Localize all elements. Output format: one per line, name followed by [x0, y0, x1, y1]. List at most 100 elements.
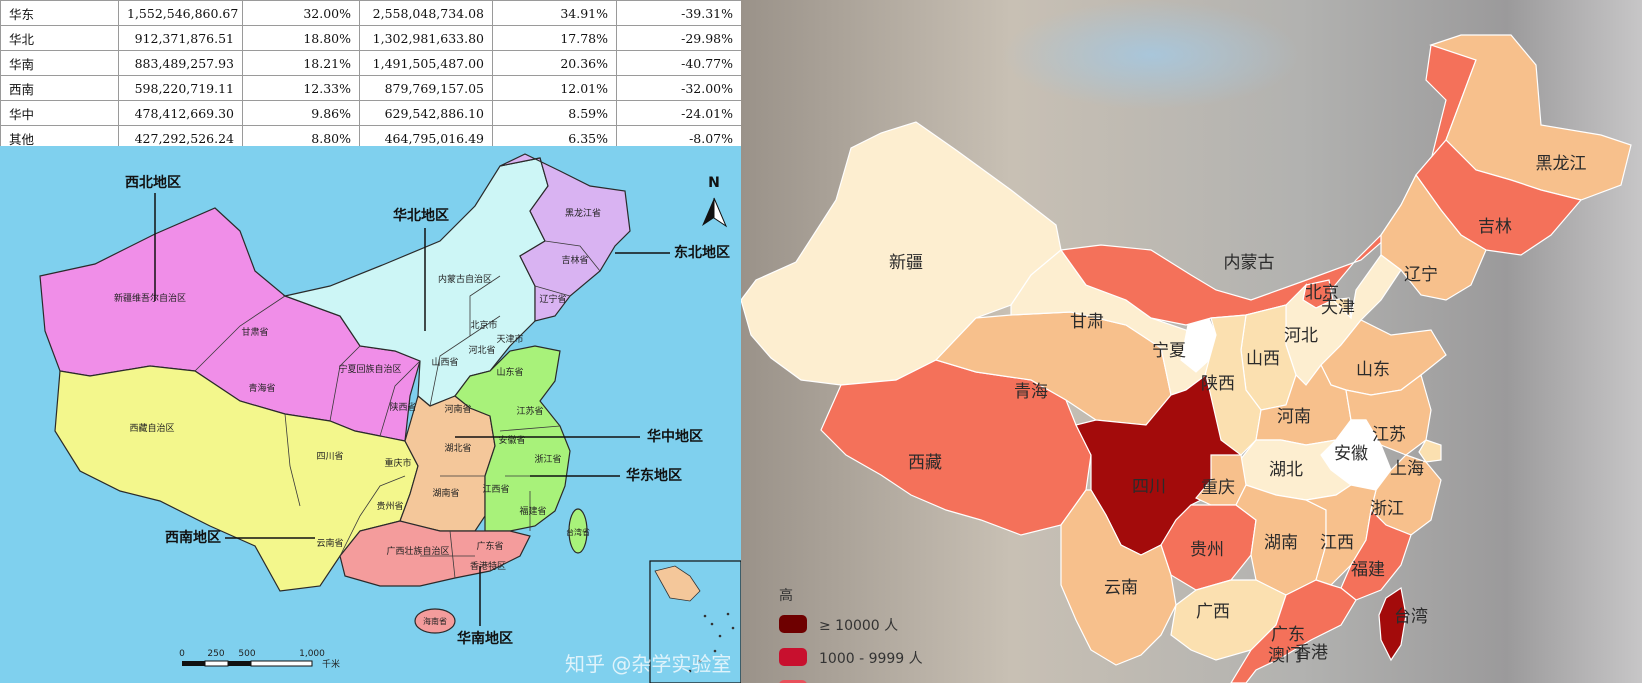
value-cell: 20.36% [492, 50, 617, 76]
province-taiwan [1378, 586, 1407, 662]
value-cell: 34.91% [492, 0, 617, 26]
legend-label-1: ≥ 10000 人 [819, 618, 898, 634]
label-zhejiang: 浙江省 [534, 453, 561, 465]
label-guangxi: 广西壮族自治区 [386, 545, 449, 557]
rlabel-liaoning: 辽宁 [1404, 265, 1438, 285]
label-jilin: 吉林省 [561, 254, 588, 266]
value-cell: 879,769,157.05 [359, 75, 493, 101]
label-shaanxi: 陕西省 [389, 401, 416, 413]
value-cell: -39.31% [616, 0, 741, 26]
value-cell: 1,491,505,487.00 [359, 50, 493, 76]
rlabel-chongqing: 重庆 [1201, 478, 1235, 498]
value-cell: 464,795,016.49 [359, 125, 493, 146]
label-henan: 河南省 [444, 403, 471, 415]
value-cell: 912,371,876.51 [118, 25, 243, 51]
province-liaoning [1380, 173, 1487, 301]
rlabel-jilin: 吉林 [1478, 217, 1512, 237]
region-name-cell: 西南 [0, 75, 119, 101]
rlabel-guangxi: 广西 [1196, 602, 1230, 622]
rlabel-sichuan: 四川 [1132, 477, 1166, 497]
label-shanxi: 山西省 [431, 356, 458, 368]
province-yunnan [1060, 489, 1177, 666]
legend-swatch-1[interactable] [779, 615, 807, 633]
rlabel-shanxi: 山西 [1246, 349, 1280, 369]
label-shandong: 山东省 [496, 366, 523, 378]
label-hubei: 湖北省 [444, 442, 471, 454]
province-guangdong [1230, 579, 1357, 683]
rlabel-shaanxi: 陕西 [1201, 374, 1235, 394]
value-cell: 18.21% [242, 50, 360, 76]
rlabel-qinghai: 青海 [1014, 382, 1048, 402]
label-neimenggu: 内蒙古自治区 [438, 273, 492, 285]
value-cell: -40.77% [616, 50, 741, 76]
table-row: 其他 427,292,526.24 8.80% 464,795,016.49 6.35%… [0, 125, 741, 146]
rlabel-hebei: 河北 [1284, 326, 1318, 346]
table-row: 西南 598,220,719.11 12.33% 879,769,157.05 12.0… [0, 75, 741, 101]
rlabel-beijing: 北京 [1305, 283, 1339, 303]
rlabel-henan: 河南 [1277, 407, 1311, 427]
region-hainan-shape [414, 608, 456, 634]
legend-swatch-3-partial[interactable] [779, 680, 807, 683]
label-sichuan: 四川省 [316, 450, 343, 462]
label-tianjin: 天津市 [496, 333, 523, 345]
province-borders [194, 240, 601, 579]
value-cell: 8.59% [492, 100, 617, 126]
rlabel-hunan: 湖南 [1264, 533, 1298, 553]
label-hunan: 湖南省 [432, 487, 459, 499]
label-fujian: 福建省 [519, 505, 546, 517]
legend-swatch-2[interactable] [779, 648, 807, 666]
region-east-shape [454, 345, 571, 532]
rlabel-zhejiang: 浙江 [1370, 499, 1404, 519]
label-heilongjiang: 黑龙江省 [565, 207, 601, 219]
label-qinghai: 青海省 [248, 382, 275, 394]
table-row: 华南 883,489,257.93 18.21% 1,491,505,487.00 20… [0, 50, 741, 76]
region-name-cell: 华中 [0, 100, 119, 126]
table-row: 华北 912,371,876.51 18.80% 1,302,981,633.80 17… [0, 25, 741, 51]
region-name-cell: 其他 [0, 125, 119, 146]
scale-tick-250: 250 [207, 649, 224, 659]
label-hainan: 海南省 [423, 616, 447, 626]
value-cell: 8.80% [242, 125, 360, 146]
map-legend: 高 ≥ 10000 人 1000 - 9999 人 [779, 587, 923, 683]
value-cell: 18.80% [242, 25, 360, 51]
rlabel-yunnan: 云南 [1104, 578, 1138, 598]
table-row: 华东 1,552,546,860.67 32.00% 2,558,048,734.08… [0, 0, 741, 26]
china-regions-map: 新疆维吾尔自治区 甘肃省 青海省 宁夏回族自治区 陕西省 内蒙古自治区 北京市 … [0, 146, 741, 683]
scale-tick-1000: 1,000 [299, 649, 325, 659]
rlabel-anhui: 安徽 [1334, 444, 1368, 464]
label-beijing: 北京市 [470, 319, 497, 331]
rlabel-jiangsu: 江苏 [1372, 425, 1406, 445]
region-label-northeast: 东北地区 [674, 244, 730, 261]
value-cell: 427,292,526.24 [118, 125, 243, 146]
label-hongkong: 香港特区 [470, 560, 506, 572]
region-label-south: 华南地区 [457, 630, 513, 647]
rlabel-jiangxi: 江西 [1320, 533, 1354, 553]
label-chongqing: 重庆市 [384, 457, 411, 469]
background-blur [1001, 0, 1301, 110]
rlabel-gansu: 甘肃 [1070, 312, 1104, 332]
rlabel-neimenggu: 内蒙古 [1224, 253, 1275, 273]
value-cell: 598,220,719.11 [118, 75, 243, 101]
rlabel-heilongjiang: 黑龙江 [1536, 154, 1587, 174]
province-fujian [1340, 508, 1412, 601]
value-cell: 6.35% [492, 125, 617, 146]
value-cell: 12.33% [242, 75, 360, 101]
value-cell: 1,552,546,860.67 [118, 0, 243, 26]
rlabel-tianjin: 天津 [1321, 298, 1355, 318]
label-jiangxi: 江西省 [482, 483, 509, 495]
region-sales-table: 华东 1,552,546,860.67 32.00% 2,558,048,734.08… [0, 0, 741, 146]
label-taiwan: 台湾省 [566, 527, 590, 537]
china-choropleth-map: 新疆 西藏 青海 甘肃 宁夏 内蒙古 黑龙江 吉林 辽宁 北京 天津 河北 山西… [741, 0, 1642, 683]
scale-unit: 千米 [322, 658, 340, 670]
region-label-central: 华中地区 [647, 428, 703, 445]
rlabel-guangdong: 广东 [1271, 625, 1305, 645]
region-label-east: 华东地区 [626, 467, 682, 484]
label-guangdong: 广东省 [476, 540, 503, 552]
north-label: N [708, 175, 720, 191]
label-anhui: 安徽省 [498, 434, 525, 446]
data-table: 华东 1,552,546,860.67 32.00% 2,558,048,734.08… [0, 0, 741, 146]
label-ningxia: 宁夏回族自治区 [338, 363, 401, 375]
legend-label-2: 1000 - 9999 人 [819, 651, 923, 667]
province-heilongjiang [1429, 34, 1632, 201]
province-shanghai [1418, 439, 1442, 463]
